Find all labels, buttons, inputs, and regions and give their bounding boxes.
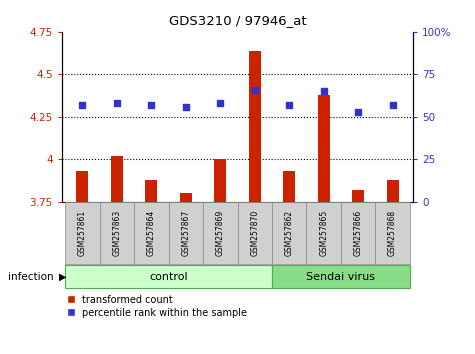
Bar [169, 202, 203, 264]
Text: GSM257863: GSM257863 [113, 210, 122, 256]
Text: Sendai virus: Sendai virus [306, 272, 375, 282]
Point [79, 102, 86, 108]
Text: GSM257865: GSM257865 [319, 210, 328, 256]
Text: GSM257870: GSM257870 [250, 210, 259, 256]
Text: GSM257868: GSM257868 [388, 210, 397, 256]
Bar [352, 190, 364, 202]
Bar [180, 193, 192, 202]
Point [217, 101, 224, 106]
Bar [65, 202, 100, 264]
Text: GSM257869: GSM257869 [216, 210, 225, 256]
Bar [306, 202, 341, 264]
Text: GSM257866: GSM257866 [353, 210, 362, 256]
Bar [318, 95, 330, 202]
Bar [283, 171, 295, 202]
Point [320, 88, 327, 94]
Text: ▶: ▶ [59, 272, 67, 282]
Legend: transformed count, percentile rank within the sample: transformed count, percentile rank withi… [66, 295, 247, 318]
Text: GSM257867: GSM257867 [181, 210, 190, 256]
Bar [65, 265, 272, 288]
Bar [134, 202, 169, 264]
Point [182, 104, 190, 109]
Bar [272, 265, 410, 288]
Bar [341, 202, 375, 264]
Point [113, 101, 121, 106]
Text: control: control [149, 272, 188, 282]
Bar [203, 202, 238, 264]
Bar [375, 202, 410, 264]
Point [251, 87, 258, 92]
Text: GDS3210 / 97946_at: GDS3210 / 97946_at [169, 14, 306, 27]
Point [285, 102, 293, 108]
Text: GSM257862: GSM257862 [285, 210, 294, 256]
Bar [145, 180, 157, 202]
Point [354, 109, 362, 115]
Text: GSM257861: GSM257861 [78, 210, 87, 256]
Text: infection: infection [8, 272, 57, 282]
Text: GSM257864: GSM257864 [147, 210, 156, 256]
Point [389, 102, 396, 108]
Bar [76, 171, 88, 202]
Bar [214, 159, 226, 202]
Point [148, 102, 155, 108]
Bar [100, 202, 134, 264]
Bar [238, 202, 272, 264]
Bar [387, 180, 399, 202]
Bar [272, 202, 306, 264]
Bar [249, 51, 261, 202]
Bar [111, 156, 123, 202]
